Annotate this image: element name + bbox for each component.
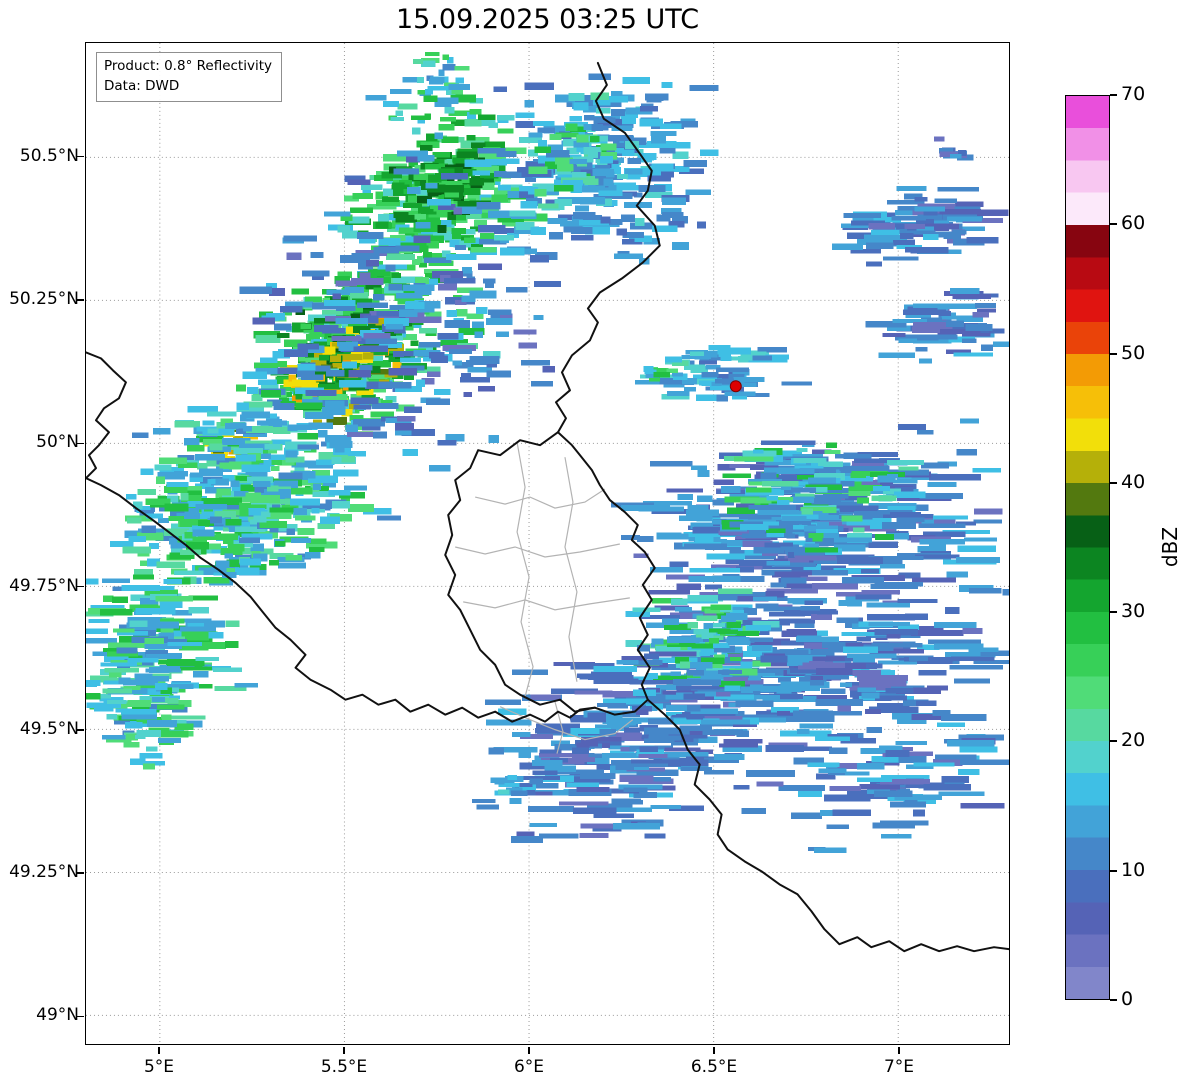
colorbar-tick-label: 70 [1121, 83, 1146, 105]
colorbar-tick-label: 10 [1121, 858, 1146, 881]
x-tick-mark [343, 1047, 345, 1054]
x-tick-mark [528, 1047, 530, 1054]
y-tick-mark [77, 442, 84, 444]
y-tick-mark [77, 729, 84, 731]
colorbar-tick-mark [1110, 481, 1117, 484]
y-tick-label: 49°N [36, 1005, 79, 1026]
y-tick-mark [77, 155, 84, 158]
x-tick-label: 7°E [883, 1057, 915, 1077]
district-border [516, 442, 534, 697]
colorbar-tick-label: 50 [1121, 341, 1146, 364]
country-borders [86, 61, 1009, 953]
y-tick-label: 50.5°N [19, 145, 79, 166]
country-border-fr-be-west [86, 351, 127, 480]
x-tick-label: 5.5°E [320, 1057, 368, 1077]
country-border-fr-be [86, 477, 596, 723]
colorbar-tick-mark [1110, 94, 1117, 96]
country-border-fr-de [646, 698, 1009, 953]
country-border-be-de [554, 61, 661, 434]
x-tick-mark [158, 1047, 160, 1054]
x-tick-label: 5°E [143, 1057, 175, 1077]
y-tick-mark [77, 299, 84, 301]
y-tick-mark [77, 872, 84, 874]
colorbar-tick-label: 0 [1121, 988, 1134, 1010]
district-border [463, 597, 630, 611]
colorbar-tick-mark [1110, 611, 1117, 614]
colorbar-tick-mark [1110, 869, 1117, 872]
x-tick-mark [713, 1047, 715, 1054]
colorbar-tick-mark [1110, 740, 1117, 743]
x-tick-label: 6.5°E [690, 1057, 738, 1077]
district-border [455, 543, 620, 558]
colorbar-tick-mark [1110, 352, 1117, 355]
colorbar-tick-mark [1110, 999, 1117, 1001]
map-panel: Product: 0.8° Reflectivity Data: DWD [85, 42, 1010, 1045]
y-tick-mark [77, 1015, 84, 1018]
y-tick-label: 49.75°N [9, 575, 79, 596]
x-tick-mark [898, 1047, 900, 1054]
colorbar-tick-label: 40 [1121, 470, 1146, 493]
data-source-label: Data: DWD [104, 78, 180, 95]
colorbar-tick-mark [1110, 223, 1117, 226]
radar-echo-layer [86, 52, 1009, 854]
district-border [475, 488, 606, 509]
y-tick-label: 49.25°N [9, 862, 79, 883]
district-border [564, 457, 578, 682]
product-label: Product: 0.8° Reflectivity [104, 58, 272, 74]
colorbar-tick-label: 60 [1121, 212, 1146, 235]
figure-title: 15.09.2025 03:25 UTC [395, 4, 700, 35]
radar-site-marker [729, 380, 742, 393]
product-annotation-box: Product: 0.8° Reflectivity Data: DWD [96, 52, 282, 102]
colorbar-tick-label: 30 [1121, 600, 1146, 623]
y-tick-label: 50.25°N [9, 288, 79, 309]
y-tick-mark [77, 585, 84, 588]
colorbar [1065, 95, 1110, 1000]
colorbar-tick-label: 20 [1121, 729, 1146, 752]
colorbar-axis-label: dBZ [1158, 526, 1182, 568]
y-tick-label: 50°N [36, 432, 79, 453]
y-tick-label: 49.5°N [19, 718, 79, 739]
x-tick-label: 6°E [513, 1057, 545, 1077]
